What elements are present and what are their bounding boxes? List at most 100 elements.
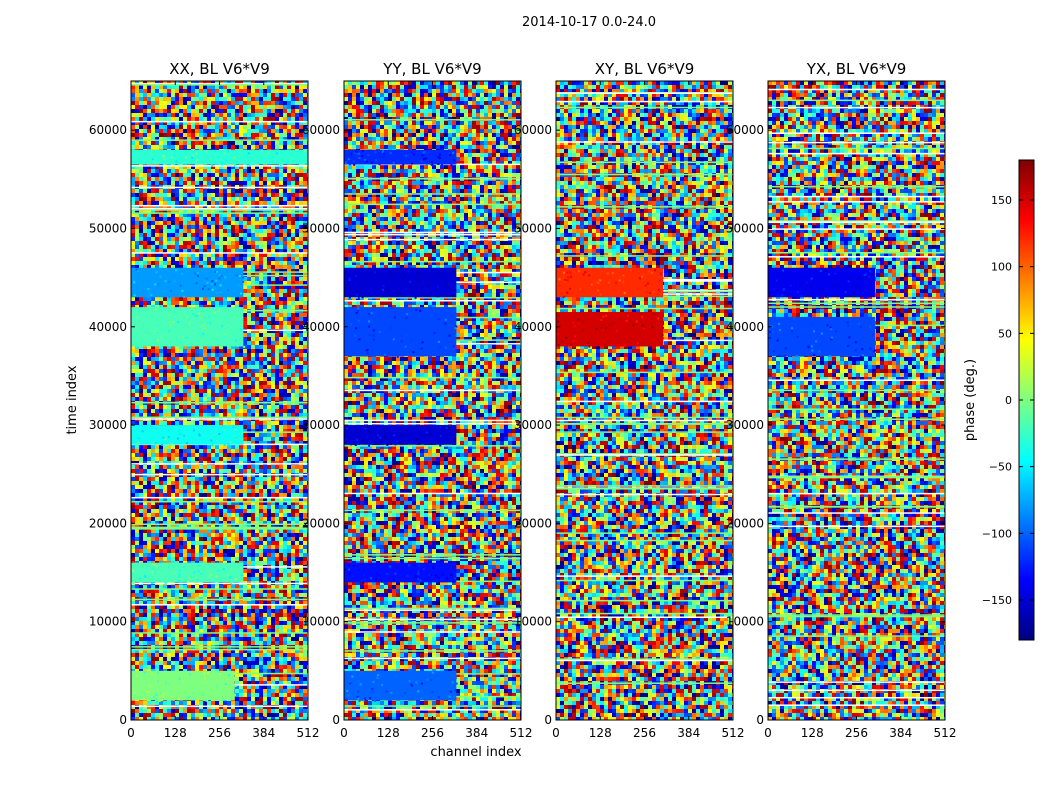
heatmap-cell: [235, 105, 239, 109]
heatmap-cell: [303, 193, 307, 197]
heatmap-cell: [187, 301, 191, 305]
heatmap-cell: [223, 381, 227, 385]
heatmap-cell: [143, 113, 147, 117]
heatmap-cell: [295, 361, 299, 365]
heatmap-cell: [303, 465, 307, 469]
heatmap-cell: [191, 237, 195, 241]
heatmap-cell: [175, 245, 179, 249]
heatmap-cell: [247, 397, 251, 401]
heatmap-cell: [247, 405, 251, 409]
heatmap-cell: [131, 449, 135, 453]
heatmap-cell: [303, 245, 307, 249]
heatmap-cell: [207, 217, 211, 221]
heatmap-cell: [227, 221, 231, 225]
heatmap-cell: [171, 133, 175, 137]
heatmap-cell: [171, 265, 175, 269]
heatmap-cell: [279, 377, 283, 381]
heatmap-cell: [279, 373, 283, 377]
heatmap-cell: [183, 505, 187, 509]
heatmap-cell: [159, 257, 163, 261]
heatmap-cell: [243, 369, 247, 373]
heatmap-cell: [287, 305, 291, 309]
heatmap-cell: [291, 453, 295, 457]
heatmap-cell: [191, 469, 195, 473]
heatmap-cell: [263, 193, 267, 197]
heatmap-cell: [251, 89, 255, 93]
heatmap-cell: [263, 389, 267, 393]
heatmap-cell: [271, 97, 275, 101]
heatmap-cell: [291, 117, 295, 121]
heatmap-cell: [271, 237, 275, 241]
heatmap-cell: [303, 189, 307, 193]
heatmap-cell: [255, 413, 259, 417]
heatmap-cell: [207, 221, 211, 225]
heatmap-cell: [183, 381, 187, 385]
heatmap-cell: [259, 485, 263, 489]
heatmap-cell: [263, 489, 267, 493]
heatmap-cell: [175, 353, 179, 357]
heatmap-cell: [267, 393, 271, 397]
heatmap-cell: [163, 461, 167, 465]
heatmap-cell: [203, 265, 207, 269]
heatmap-cell: [143, 145, 147, 149]
heatmap-cell: [275, 421, 279, 425]
heatmap-cell: [223, 173, 227, 177]
heatmap-cell: [279, 421, 283, 425]
heatmap-cell: [159, 497, 163, 501]
heatmap-cell: [175, 165, 179, 169]
heatmap-cell: [131, 229, 135, 233]
heatmap-cell: [155, 221, 159, 225]
heatmap-cell: [243, 333, 247, 337]
heatmap-cell: [279, 101, 283, 105]
heatmap-cell: [179, 261, 183, 265]
heatmap-cell: [131, 237, 135, 241]
heatmap-cell: [275, 85, 279, 89]
heatmap-cell: [195, 481, 199, 485]
heatmap-cell: [275, 193, 279, 197]
heatmap-cell: [207, 461, 211, 465]
heatmap-cell: [295, 265, 299, 269]
heatmap-cell: [235, 301, 239, 305]
heatmap-cell: [279, 433, 283, 437]
heatmap-cell: [179, 221, 183, 225]
heatmap-cell: [263, 229, 267, 233]
heatmap-cell: [271, 493, 275, 497]
heatmap-cell: [135, 257, 139, 261]
heatmap-cell: [291, 497, 295, 501]
heatmap-cell: [179, 377, 183, 381]
heatmap-cell: [295, 517, 299, 521]
heatmap-cell: [203, 121, 207, 125]
heatmap-cell: [263, 177, 267, 181]
heatmap-cell: [143, 521, 147, 525]
heatmap-cell: [251, 373, 255, 377]
heatmap-cell: [159, 93, 163, 97]
heatmap-cell: [247, 505, 251, 509]
heatmap-cell: [195, 449, 199, 453]
heatmap-cell: [283, 201, 287, 205]
heatmap-cell: [183, 445, 187, 449]
heatmap-cell: [251, 97, 255, 101]
heatmap-cell: [195, 385, 199, 389]
heatmap-cell: [231, 461, 235, 465]
heatmap-cell: [283, 145, 287, 149]
heatmap-cell: [195, 345, 199, 349]
heatmap-cell: [247, 169, 251, 173]
heatmap-cell: [215, 369, 219, 373]
heatmap-cell: [171, 393, 175, 397]
heatmap-cell: [163, 225, 167, 229]
heatmap-cell: [255, 293, 259, 297]
heatmap-cell: [235, 505, 239, 509]
heatmap-cell: [219, 241, 223, 245]
heatmap-cell: [143, 397, 147, 401]
heatmap-cell: [247, 445, 251, 449]
heatmap-cell: [143, 89, 147, 93]
heatmap-cell: [147, 253, 151, 257]
heatmap-cell: [295, 441, 299, 445]
heatmap-cell: [227, 197, 231, 201]
heatmap-cell: [255, 213, 259, 217]
heatmap-cell: [151, 421, 155, 425]
heatmap-cell: [183, 145, 187, 149]
heatmap-cell: [287, 233, 291, 237]
heatmap-cell: [271, 509, 275, 513]
heatmap-cell: [211, 133, 215, 137]
